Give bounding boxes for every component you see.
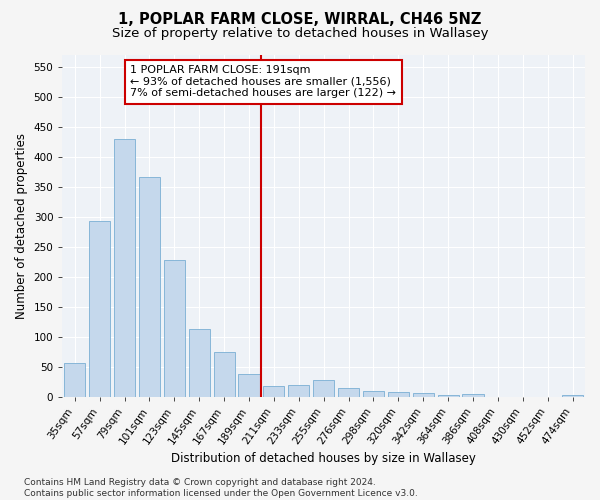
Bar (89, 220, 110, 397)
Bar (363, 390, 384, 397)
Y-axis label: Number of detached properties: Number of detached properties (15, 133, 28, 319)
Text: Contains HM Land Registry data © Crown copyright and database right 2024.
Contai: Contains HM Land Registry data © Crown c… (24, 478, 418, 498)
X-axis label: Distribution of detached houses by size in Wallasey: Distribution of detached houses by size … (171, 452, 476, 465)
Bar (214, 352, 235, 397)
Bar (188, 330, 210, 397)
Bar (338, 388, 359, 397)
Bar (288, 384, 310, 397)
Bar (562, 395, 583, 397)
Text: 1 POPLAR FARM CLOSE: 191sqm
← 93% of detached houses are smaller (1,556)
7% of s: 1 POPLAR FARM CLOSE: 191sqm ← 93% of det… (130, 66, 396, 98)
Bar (164, 260, 185, 397)
Bar (64, 363, 85, 397)
Bar (313, 380, 334, 397)
Bar (238, 374, 260, 397)
Bar (413, 393, 434, 397)
Bar (463, 394, 484, 397)
Bar (388, 392, 409, 397)
Bar (437, 395, 458, 397)
Text: 1, POPLAR FARM CLOSE, WIRRAL, CH46 5NZ: 1, POPLAR FARM CLOSE, WIRRAL, CH46 5NZ (118, 12, 482, 28)
Text: Size of property relative to detached houses in Wallasey: Size of property relative to detached ho… (112, 28, 488, 40)
Bar (114, 139, 135, 397)
Bar (263, 386, 284, 397)
Bar (139, 178, 160, 397)
